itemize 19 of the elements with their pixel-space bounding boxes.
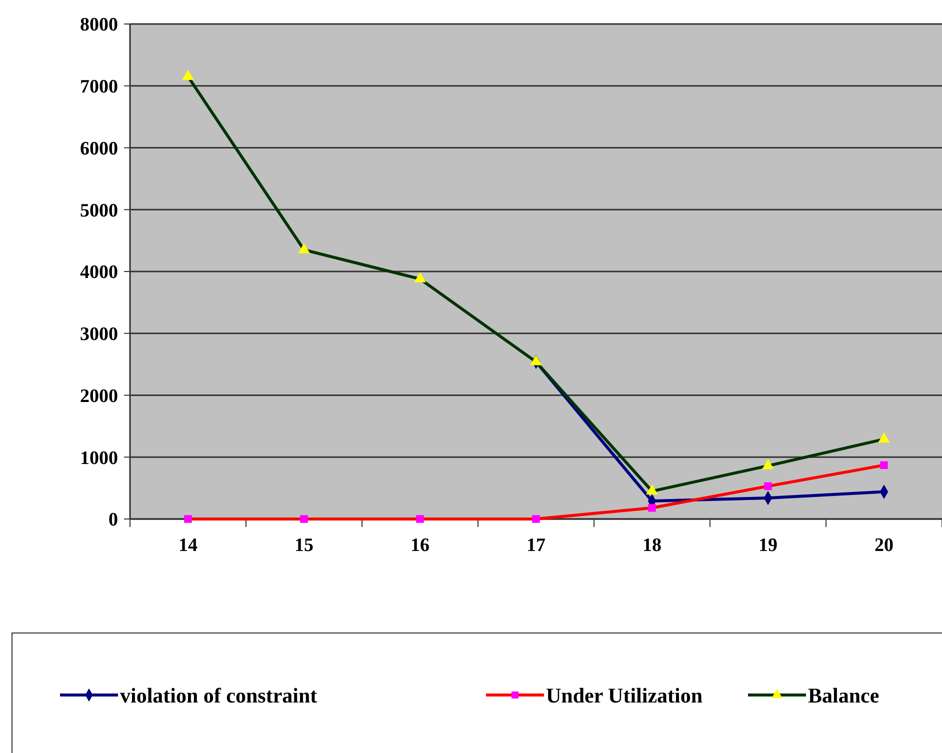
y-tick-label: 6000 <box>80 138 118 160</box>
x-tick-label: 14 <box>178 535 198 556</box>
x-tick-label: 20 <box>874 535 894 556</box>
y-tick-label: 8000 <box>80 14 118 36</box>
legend-label: Under Utilization <box>546 683 703 708</box>
y-tick-label: 0 <box>108 510 118 531</box>
y-tick-label: 2000 <box>80 386 118 407</box>
x-tick-label: 17 <box>526 535 546 556</box>
x-tick-label: 16 <box>410 535 430 556</box>
legend-label: violation of constraint <box>120 683 318 708</box>
legend-label: Balance <box>808 683 880 708</box>
x-tick-label: 15 <box>294 535 314 556</box>
y-tick-label: 7000 <box>80 76 118 98</box>
x-tick-label: 19 <box>758 535 778 556</box>
y-tick-label: 5000 <box>80 200 118 222</box>
y-tick-label: 3000 <box>80 324 118 346</box>
y-tick-label: 1000 <box>80 448 118 469</box>
y-tick-label: 4000 <box>80 262 118 284</box>
x-tick-label: 18 <box>642 535 662 556</box>
